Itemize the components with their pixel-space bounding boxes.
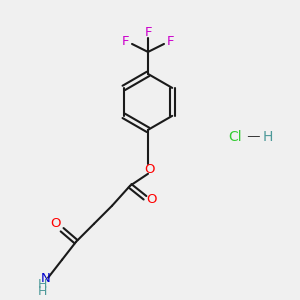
Text: F: F: [167, 35, 175, 49]
Text: F: F: [144, 26, 152, 40]
Text: O: O: [144, 163, 154, 176]
Text: O: O: [147, 193, 157, 206]
Text: H: H: [263, 130, 273, 144]
Text: N: N: [41, 272, 51, 285]
Text: O: O: [50, 217, 60, 230]
Text: H: H: [38, 285, 47, 298]
Text: —: —: [243, 130, 265, 143]
Text: F: F: [121, 35, 129, 49]
Text: Cl: Cl: [228, 130, 242, 144]
Text: H: H: [38, 278, 47, 291]
